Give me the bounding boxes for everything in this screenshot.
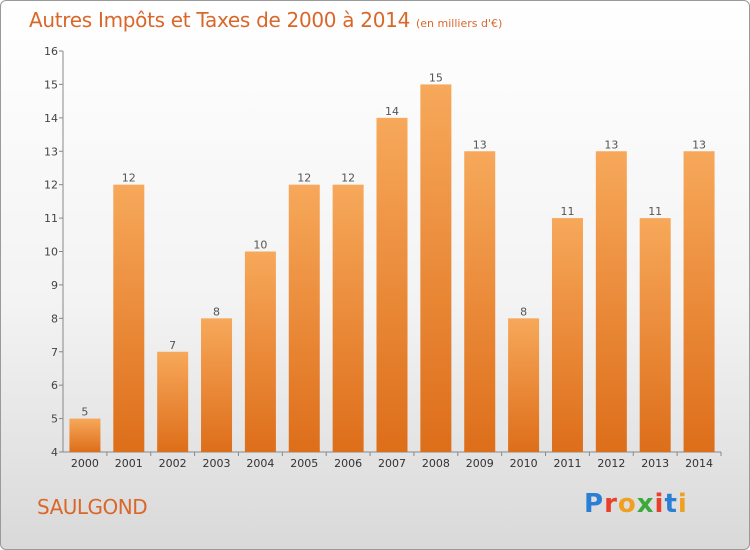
data-label: 14 [385,105,399,118]
y-tick-label: 16 [44,45,58,58]
bar [201,318,233,452]
data-labels: 5 12 7 8 10 12 12 14 15 13 8 11 13 11 13 [81,71,706,418]
data-label: 13 [604,138,618,151]
data-label: 11 [648,205,662,218]
data-label: 11 [560,205,574,218]
bar [376,117,408,452]
y-tick-label: 11 [44,212,58,225]
y-tick-label: 4 [51,446,58,459]
logo-letter: P [584,489,605,519]
data-label: 8 [520,305,527,318]
x-tick-label: 2014 [685,457,713,470]
y-tick-label: 6 [51,379,58,392]
x-tick-label: 2002 [159,457,187,470]
data-label: 8 [213,305,220,318]
data-label: 15 [429,71,443,84]
title-main: Autres Impôts et Taxes de 2000 à 2014 [29,8,410,32]
bar [288,184,320,452]
data-label: 5 [81,406,88,419]
logo-letter: r [604,489,618,519]
bar [551,218,583,452]
y-tick-label: 13 [44,145,58,158]
logo-letter: o [617,489,637,519]
x-tick-label: 2009 [466,457,494,470]
y-tick-label: 15 [44,78,58,91]
bar [420,84,452,453]
bar [244,251,276,452]
x-tick-label: 2011 [553,457,581,470]
x-tick-label: 2003 [203,457,231,470]
bar [464,151,496,452]
bar [639,218,671,452]
x-tick-label: 2013 [641,457,669,470]
bar [113,184,145,452]
bar [69,418,101,452]
y-tick-label: 7 [51,346,58,359]
bars [69,84,715,453]
x-tick-label: 2010 [510,457,538,470]
y-tick-label: 9 [51,279,58,292]
logo-letter: t [664,489,678,519]
x-tick-label: 2004 [246,457,274,470]
bar [683,151,715,452]
x-tick-label: 2006 [334,457,362,470]
logo-letter: i [677,489,688,519]
logo-letter: i [654,489,665,519]
y-tick-label: 14 [44,112,58,125]
data-label: 13 [692,138,706,151]
data-label: 13 [473,138,487,151]
y-tick-label: 10 [44,246,58,259]
axes: 4 5 6 7 8 9 10 11 12 13 14 15 16 2000 2001 2002 2003 2004… [44,45,722,470]
y-tick-label: 12 [44,179,58,192]
x-tick-label: 2007 [378,457,406,470]
x-tick-label: 2001 [115,457,143,470]
x-tick-label: 2000 [71,457,99,470]
data-label: 12 [341,172,355,185]
title-unit: (en milliers d'€) [416,17,503,30]
logo-letter: x [636,489,655,519]
bar [332,184,364,452]
data-label: 12 [122,172,136,185]
x-tick-label: 2008 [422,457,450,470]
commune-name: SAULGOND [37,495,148,519]
data-label: 12 [297,172,311,185]
x-tick-label: 2005 [290,457,318,470]
y-tick-label: 5 [51,413,58,426]
data-label: 7 [169,339,176,352]
data-label: 10 [253,239,267,252]
chart-title: Autres Impôts et Taxes de 2000 à 2014 (en… [29,8,502,32]
bar [508,318,540,452]
bar [595,151,627,452]
x-tick-label: 2012 [597,457,625,470]
proxiti-logo: Proxiti [584,489,688,519]
bar [157,351,189,452]
y-tick-label: 8 [51,312,58,325]
